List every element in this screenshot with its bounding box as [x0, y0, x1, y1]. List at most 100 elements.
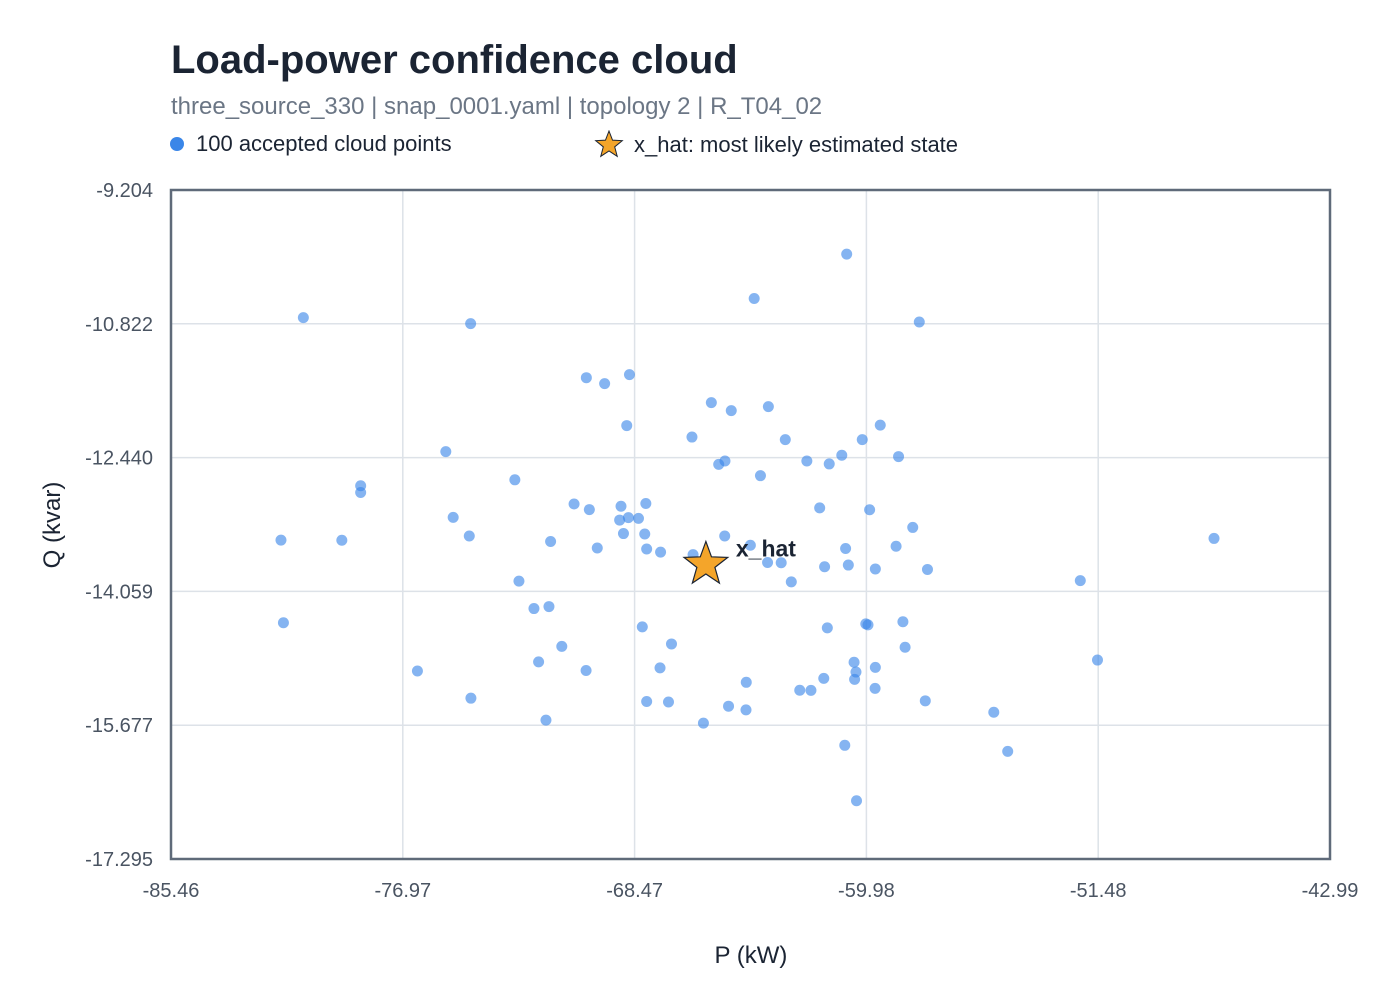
- cloud-point: [762, 401, 774, 413]
- cloud-point: [615, 500, 627, 512]
- cloud-point: [919, 695, 931, 707]
- cloud-point: [840, 543, 852, 555]
- x-tick-label: -51.48: [1070, 880, 1127, 902]
- y-tick-label: -15.677: [85, 715, 153, 737]
- x-tick-label: -85.46: [143, 880, 200, 902]
- cloud-point: [336, 534, 348, 546]
- cloud-point: [641, 543, 653, 555]
- cloud-point: [801, 455, 813, 467]
- x-tick-label: -42.99: [1302, 880, 1359, 902]
- cloud-point: [851, 795, 863, 807]
- cloud-point: [814, 502, 826, 514]
- cloud-point: [599, 378, 611, 390]
- x-tick-label: -76.97: [374, 880, 431, 902]
- cloud-point: [641, 695, 653, 707]
- plot-frame: [169, 188, 1332, 861]
- cloud-point: [655, 546, 667, 558]
- cloud-point: [545, 535, 557, 547]
- cloud-point: [725, 405, 737, 417]
- cloud-point: [869, 661, 881, 673]
- y-tick-label: -9.204: [96, 180, 153, 202]
- cloud-point: [890, 540, 902, 552]
- cloud-point: [848, 656, 860, 668]
- x-hat-label: x_hat: [736, 535, 796, 561]
- cloud-point: [748, 292, 760, 304]
- x-axis-label: P (kW): [715, 942, 788, 969]
- cloud-point: [899, 641, 911, 653]
- cloud-point: [862, 619, 874, 631]
- cloud-point: [621, 420, 633, 432]
- cloud-point: [614, 514, 626, 526]
- cloud-point: [1208, 532, 1220, 544]
- star-marker-icon: [594, 130, 624, 158]
- cloud-point: [762, 556, 774, 568]
- cloud-point: [897, 616, 909, 628]
- cloud-point: [723, 700, 735, 712]
- x-tick-label: -59.98: [838, 880, 895, 902]
- cloud-point: [1074, 575, 1086, 587]
- cloud-point: [528, 603, 540, 615]
- cloud-point: [819, 561, 831, 573]
- cloud-point: [1002, 745, 1014, 757]
- cloud-point: [874, 419, 886, 431]
- cloud-point: [842, 559, 854, 571]
- cloud-point: [818, 672, 830, 684]
- chart-title: Load-power confidence cloud: [171, 38, 738, 82]
- cloud-point: [719, 530, 731, 542]
- cloud-point: [509, 474, 521, 486]
- cloud-point: [411, 665, 423, 677]
- cloud-point: [465, 318, 477, 330]
- cloud-point: [893, 451, 905, 463]
- legend-label-cloud: 100 accepted cloud points: [196, 131, 452, 156]
- y-tick-label: -12.440: [85, 448, 153, 470]
- cloud-point: [744, 539, 756, 551]
- cloud-point: [580, 664, 592, 676]
- cloud-point: [275, 534, 287, 546]
- cloud-point: [1091, 654, 1103, 666]
- cloud-point: [277, 617, 289, 629]
- y-tick-label: -17.295: [85, 849, 153, 871]
- grid: [171, 190, 1330, 859]
- cloud-point: [913, 316, 925, 328]
- cloud-point: [639, 528, 651, 540]
- cloud-point: [841, 248, 853, 260]
- cloud-point: [665, 638, 677, 650]
- cloud-point: [543, 601, 555, 613]
- cloud-point: [440, 446, 452, 458]
- cloud-point: [583, 504, 595, 516]
- x-hat-marker: x_hat: [682, 535, 796, 585]
- cloud-point: [836, 449, 848, 461]
- cloud-point: [355, 487, 367, 499]
- cloud-point: [591, 542, 603, 554]
- cloud-point: [849, 673, 861, 685]
- cloud-point: [617, 528, 629, 540]
- cloud-point: [632, 512, 644, 524]
- circle-marker-icon: [170, 137, 184, 151]
- cloud-point: [821, 622, 833, 634]
- cloud-point: [623, 369, 635, 381]
- cloud-point: [779, 434, 791, 446]
- cloud-point: [463, 530, 475, 542]
- x-tick-label: -68.47: [606, 880, 663, 902]
- cloud-point: [740, 704, 752, 716]
- legend-label-xhat: x_hat: most likely estimated state: [634, 132, 959, 157]
- cloud-point: [556, 640, 568, 652]
- cloud-point: [640, 497, 652, 509]
- cloud-point: [805, 684, 817, 696]
- y-tick-label: -10.822: [85, 314, 153, 336]
- chart-subtitle: three_source_330 | snap_0001.yaml | topo…: [171, 93, 823, 120]
- x-hat-star: [682, 539, 730, 585]
- legend-item-xhat: x_hat: most likely estimated state: [594, 130, 958, 160]
- cloud-point: [907, 521, 919, 533]
- cloud-point: [697, 717, 709, 729]
- y-tick-label: -14.059: [85, 581, 153, 603]
- cloud-point: [297, 312, 309, 324]
- cloud-point: [580, 372, 592, 384]
- cloud-point: [856, 434, 868, 446]
- cloud-point: [465, 692, 477, 704]
- cloud-point: [794, 684, 806, 696]
- cloud-point: [636, 621, 648, 633]
- y-tick-labels: -9.204 -10.822 -12.440 -14.059 -15.677 -17.29…: [85, 180, 153, 871]
- cloud-point: [864, 504, 876, 516]
